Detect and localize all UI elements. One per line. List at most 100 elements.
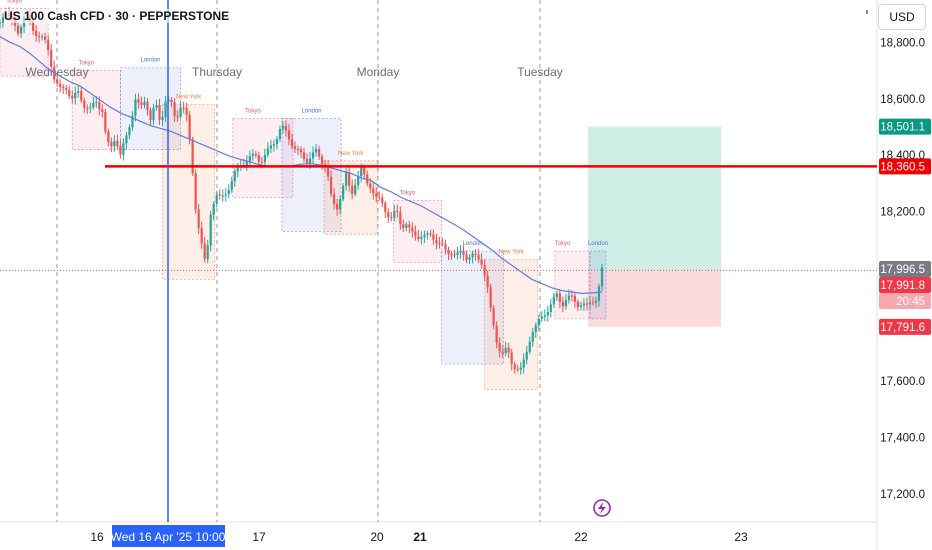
candle-body <box>546 312 549 316</box>
candle-body <box>519 367 522 370</box>
candle-body <box>504 347 507 354</box>
candle-body <box>311 152 315 159</box>
candle-body <box>510 352 513 365</box>
candle-body <box>71 96 74 99</box>
price-label-text: 17,991.8 <box>880 280 925 292</box>
candle-body <box>423 234 426 237</box>
candle-body <box>417 236 420 239</box>
y-axis-tick-label: 18,600.0 <box>880 94 925 106</box>
candle-body <box>420 236 423 239</box>
candle-body <box>209 214 212 246</box>
candle-body <box>543 315 546 317</box>
candle-body <box>480 259 483 265</box>
candle-body <box>128 127 131 136</box>
candle-body <box>582 303 586 306</box>
candle-body <box>224 194 227 196</box>
session-label: New York <box>176 94 202 100</box>
candle-body <box>152 107 155 121</box>
day-label: Thursday <box>192 65 242 79</box>
candle-body <box>233 171 236 182</box>
candle-body <box>212 203 215 215</box>
candle-body <box>351 185 354 195</box>
y-axis-tick-label: 17,600.0 <box>880 376 925 388</box>
candle-body <box>477 255 480 260</box>
stop-zone <box>588 270 721 327</box>
candle-body <box>450 254 453 256</box>
candle-body <box>113 141 116 147</box>
candle-body <box>323 164 327 166</box>
candle-body <box>513 364 516 369</box>
x-axis-tick-label: 21 <box>413 530 427 544</box>
price-label-text: 17,996.5 <box>880 264 925 276</box>
candle-body <box>182 107 185 109</box>
candle-body <box>486 275 489 288</box>
candle-body <box>263 154 266 162</box>
candle-body <box>173 102 176 116</box>
candle-body <box>134 99 137 116</box>
candle-body <box>281 126 285 129</box>
candle-body <box>146 101 149 111</box>
candle-body <box>0 22 2 24</box>
crosshair-time-label-bg <box>112 525 225 547</box>
candle-body <box>468 257 471 260</box>
currency-selector[interactable]: USD <box>878 4 926 30</box>
candle-body <box>384 203 387 212</box>
candle-body <box>579 305 583 307</box>
candle-body <box>375 193 378 197</box>
candle-body <box>215 194 218 204</box>
candle-body <box>245 161 248 166</box>
candle-body <box>588 302 592 305</box>
candle-body <box>137 99 140 103</box>
session-box-london <box>589 250 607 320</box>
candle-body <box>218 194 221 196</box>
session-label: Tokyo <box>555 241 571 247</box>
x-axis-tick-label: 16 <box>90 530 104 544</box>
x-axis-tick-label: 22 <box>574 530 588 544</box>
candle-body <box>257 155 260 162</box>
candle-body <box>498 342 501 352</box>
candle-body <box>65 87 68 91</box>
candle-body <box>528 341 531 352</box>
day-label: Wednesday <box>25 65 88 79</box>
candle-body <box>456 252 459 256</box>
candle-body <box>200 227 203 244</box>
price-label-countdown <box>879 293 931 310</box>
candle-body <box>314 149 318 153</box>
session-label: London <box>588 241 608 247</box>
candle-body <box>251 153 254 157</box>
candle-body <box>35 30 38 36</box>
candle-body <box>429 233 432 235</box>
session-label: New York <box>499 250 525 256</box>
session-label: Tokyo <box>400 190 416 196</box>
session-label: Tokyo <box>245 109 261 115</box>
candle-body <box>522 359 525 368</box>
candle-body <box>354 185 357 195</box>
candle-body <box>143 101 146 106</box>
candle-body <box>540 316 543 319</box>
candle-body <box>191 139 194 174</box>
candle-body <box>459 251 462 253</box>
candle-body <box>56 79 59 84</box>
candle-body <box>483 264 486 276</box>
candle-body <box>260 161 263 163</box>
candle-body <box>248 156 251 162</box>
candle-body <box>444 244 447 250</box>
candle-body <box>555 293 558 297</box>
candle-body <box>435 239 438 244</box>
price-label-level <box>879 158 931 175</box>
x-axis-tick-label: 20 <box>370 530 384 544</box>
candle-body <box>1 17 5 23</box>
candle-body <box>408 224 411 228</box>
candle-body <box>600 267 604 287</box>
candle-body <box>381 197 384 204</box>
candle-body <box>489 287 492 308</box>
candle-body <box>161 116 164 120</box>
session-label: London <box>302 109 322 115</box>
candle-body <box>89 107 92 109</box>
candle-body <box>44 36 47 40</box>
candle-body <box>549 304 552 313</box>
candle-body <box>360 167 363 177</box>
candle-body <box>525 351 528 360</box>
candle-body <box>86 107 89 109</box>
